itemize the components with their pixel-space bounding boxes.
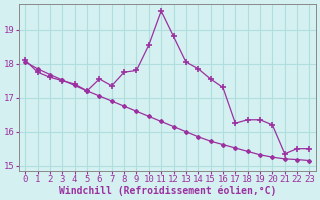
X-axis label: Windchill (Refroidissement éolien,°C): Windchill (Refroidissement éolien,°C) xyxy=(59,185,276,196)
